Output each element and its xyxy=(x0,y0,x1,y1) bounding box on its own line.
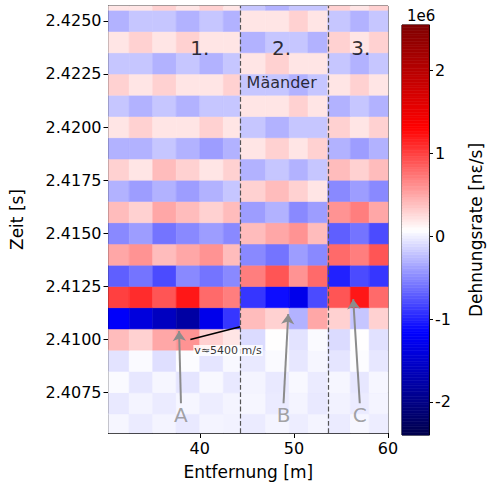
svg-text:2.4250: 2.4250 xyxy=(46,11,102,30)
svg-text:2.4150: 2.4150 xyxy=(46,224,102,243)
svg-text:2.4200: 2.4200 xyxy=(46,118,102,137)
svg-text:Dehnungsrate [nε/s]: Dehnungsrate [nε/s] xyxy=(466,143,486,317)
svg-text:2.: 2. xyxy=(272,36,291,60)
svg-text:1.: 1. xyxy=(190,36,209,60)
svg-text:60: 60 xyxy=(378,439,398,458)
svg-text:Mäander: Mäander xyxy=(247,73,318,92)
svg-text:2.4075: 2.4075 xyxy=(46,383,102,402)
svg-text:50: 50 xyxy=(284,439,304,458)
svg-text:C: C xyxy=(353,403,367,427)
svg-text:2.4225: 2.4225 xyxy=(46,64,102,83)
svg-text:Zeit [s]: Zeit [s] xyxy=(7,189,27,250)
svg-text:B: B xyxy=(277,403,291,427)
svg-text:2.4125: 2.4125 xyxy=(46,277,102,296)
svg-text:A: A xyxy=(174,403,188,427)
svg-text:2: 2 xyxy=(435,61,445,80)
svg-text:2.4100: 2.4100 xyxy=(46,330,102,349)
svg-text:1e6: 1e6 xyxy=(407,7,435,25)
svg-text:v≈5400 m/s: v≈5400 m/s xyxy=(194,344,262,357)
svg-text:40: 40 xyxy=(190,439,210,458)
svg-text:-1: -1 xyxy=(435,310,451,329)
svg-text:1: 1 xyxy=(435,144,445,163)
svg-text:2.4175: 2.4175 xyxy=(46,171,102,190)
svg-text:0: 0 xyxy=(435,227,445,246)
svg-text:Entfernung [m]: Entfernung [m] xyxy=(183,462,313,482)
svg-text:-2: -2 xyxy=(435,392,451,411)
svg-text:3.: 3. xyxy=(351,36,370,60)
